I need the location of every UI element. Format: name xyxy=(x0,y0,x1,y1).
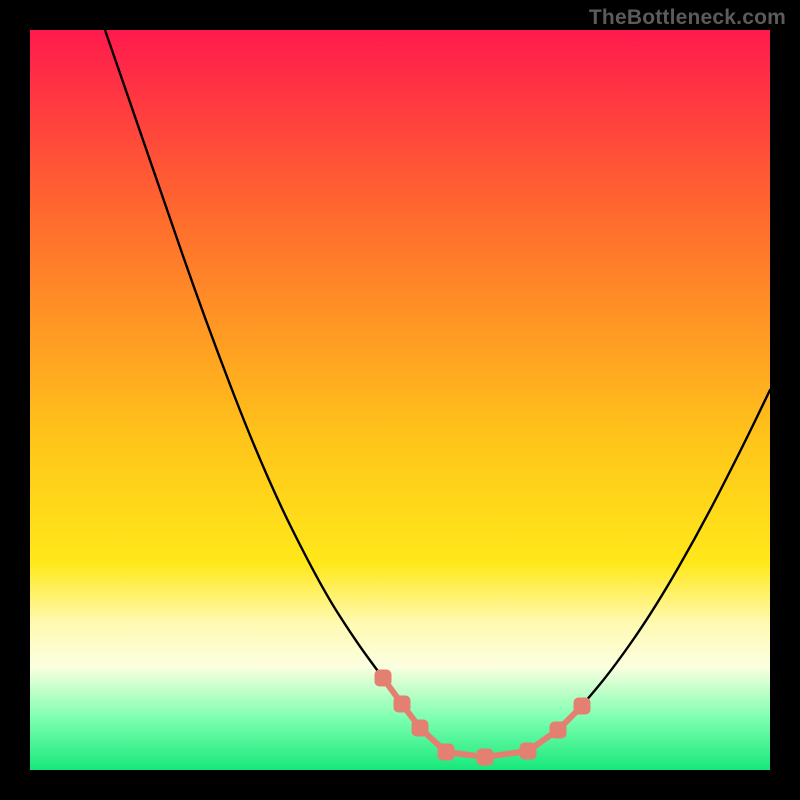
marker-link-path xyxy=(383,678,582,757)
curve-marker xyxy=(412,720,429,737)
marker-group xyxy=(375,670,591,766)
curve-marker xyxy=(477,749,494,766)
curve-marker xyxy=(394,696,411,713)
plot-area xyxy=(30,30,770,770)
curve-marker xyxy=(520,743,537,760)
curve-marker xyxy=(438,744,455,761)
curve-marker xyxy=(375,670,392,687)
watermark-text: TheBottleneck.com xyxy=(589,6,786,30)
curve-path xyxy=(105,30,770,757)
outer-frame: TheBottleneck.com xyxy=(0,0,800,800)
curve-marker xyxy=(574,698,591,715)
curve-marker xyxy=(550,722,567,739)
bottleneck-curve xyxy=(30,30,770,770)
